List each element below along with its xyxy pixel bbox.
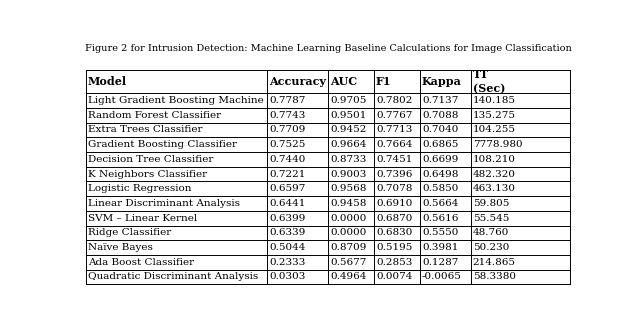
Text: 0.1287: 0.1287 — [422, 258, 458, 267]
Text: 58.3380: 58.3380 — [473, 273, 516, 281]
Text: Ridge Classifier: Ridge Classifier — [88, 228, 171, 237]
Text: 0.6699: 0.6699 — [422, 155, 458, 164]
Text: 0.6830: 0.6830 — [376, 228, 412, 237]
Text: Extra Trees Classifier: Extra Trees Classifier — [88, 125, 202, 134]
Text: 59.805: 59.805 — [473, 199, 509, 208]
Text: Linear Discriminant Analysis: Linear Discriminant Analysis — [88, 199, 240, 208]
Text: 7778.980: 7778.980 — [473, 140, 522, 149]
Text: 0.8733: 0.8733 — [330, 155, 366, 164]
Text: F1: F1 — [376, 76, 392, 87]
Text: 0.7440: 0.7440 — [269, 155, 306, 164]
Text: Model: Model — [88, 76, 127, 87]
Text: 0.4964: 0.4964 — [330, 273, 366, 281]
Text: 140.185: 140.185 — [473, 96, 516, 105]
Text: 0.5677: 0.5677 — [330, 258, 366, 267]
Text: 0.0000: 0.0000 — [330, 228, 366, 237]
Text: Kappa: Kappa — [422, 76, 462, 87]
Text: 0.6399: 0.6399 — [269, 214, 306, 223]
Text: 104.255: 104.255 — [473, 125, 516, 134]
Text: 0.0074: 0.0074 — [376, 273, 412, 281]
Text: 0.6865: 0.6865 — [422, 140, 458, 149]
Text: Decision Tree Classifier: Decision Tree Classifier — [88, 155, 213, 164]
Text: 0.9501: 0.9501 — [330, 111, 366, 120]
Text: 0.6597: 0.6597 — [269, 184, 306, 193]
Text: 0.7802: 0.7802 — [376, 96, 412, 105]
Text: 0.6441: 0.6441 — [269, 199, 306, 208]
Text: 0.7451: 0.7451 — [376, 155, 412, 164]
Text: Gradient Boosting Classifier: Gradient Boosting Classifier — [88, 140, 237, 149]
Text: 0.7743: 0.7743 — [269, 111, 306, 120]
Text: 214.865: 214.865 — [473, 258, 516, 267]
Text: 0.7664: 0.7664 — [376, 140, 412, 149]
Text: 50.230: 50.230 — [473, 243, 509, 252]
Text: 0.7040: 0.7040 — [422, 125, 458, 134]
Text: 0.7713: 0.7713 — [376, 125, 412, 134]
Text: Logistic Regression: Logistic Regression — [88, 184, 191, 193]
Text: 0.5044: 0.5044 — [269, 243, 306, 252]
Text: 0.7078: 0.7078 — [376, 184, 412, 193]
Text: 0.3981: 0.3981 — [422, 243, 458, 252]
Text: 0.5850: 0.5850 — [422, 184, 458, 193]
Text: 108.210: 108.210 — [473, 155, 516, 164]
Text: Random Forest Classifier: Random Forest Classifier — [88, 111, 221, 120]
Text: 0.2333: 0.2333 — [269, 258, 306, 267]
Text: 0.5664: 0.5664 — [422, 199, 458, 208]
Text: 0.7709: 0.7709 — [269, 125, 306, 134]
Text: Accuracy: Accuracy — [269, 76, 326, 87]
Text: 0.6910: 0.6910 — [376, 199, 412, 208]
Text: AUC: AUC — [330, 76, 357, 87]
Text: 0.7088: 0.7088 — [422, 111, 458, 120]
Text: 0.5195: 0.5195 — [376, 243, 412, 252]
Text: Ada Boost Classifier: Ada Boost Classifier — [88, 258, 194, 267]
Text: K Neighbors Classifier: K Neighbors Classifier — [88, 170, 207, 178]
Text: 0.6339: 0.6339 — [269, 228, 306, 237]
Text: 463.130: 463.130 — [473, 184, 516, 193]
Text: 0.7137: 0.7137 — [422, 96, 458, 105]
Text: 0.7221: 0.7221 — [269, 170, 306, 178]
Text: Naïve Bayes: Naïve Bayes — [88, 243, 153, 252]
Text: 0.8709: 0.8709 — [330, 243, 366, 252]
Text: 0.6870: 0.6870 — [376, 214, 412, 223]
Text: 0.9452: 0.9452 — [330, 125, 366, 134]
Text: 0.2853: 0.2853 — [376, 258, 412, 267]
Text: 55.545: 55.545 — [473, 214, 509, 223]
Text: 0.5616: 0.5616 — [422, 214, 458, 223]
Text: 0.6498: 0.6498 — [422, 170, 458, 178]
Text: 0.0303: 0.0303 — [269, 273, 306, 281]
Text: 0.7525: 0.7525 — [269, 140, 306, 149]
Text: Figure 2 for Intrusion Detection: Machine Learning Baseline Calculations for Ima: Figure 2 for Intrusion Detection: Machin… — [84, 44, 572, 53]
Text: TT
(Sec): TT (Sec) — [473, 69, 505, 94]
Text: Light Gradient Boosting Machine: Light Gradient Boosting Machine — [88, 96, 264, 105]
Text: 0.9705: 0.9705 — [330, 96, 366, 105]
Text: 135.275: 135.275 — [473, 111, 516, 120]
Text: 0.9003: 0.9003 — [330, 170, 366, 178]
Text: 0.9458: 0.9458 — [330, 199, 366, 208]
Text: -0.0065: -0.0065 — [422, 273, 462, 281]
Text: 0.7767: 0.7767 — [376, 111, 412, 120]
Text: 482.320: 482.320 — [473, 170, 516, 178]
Text: Quadratic Discriminant Analysis: Quadratic Discriminant Analysis — [88, 273, 258, 281]
Text: 0.9664: 0.9664 — [330, 140, 366, 149]
Text: 0.0000: 0.0000 — [330, 214, 366, 223]
Text: 0.9568: 0.9568 — [330, 184, 366, 193]
Text: 0.5550: 0.5550 — [422, 228, 458, 237]
Text: SVM – Linear Kernel: SVM – Linear Kernel — [88, 214, 197, 223]
Text: 48.760: 48.760 — [473, 228, 509, 237]
Text: 0.7787: 0.7787 — [269, 96, 306, 105]
Text: 0.7396: 0.7396 — [376, 170, 412, 178]
